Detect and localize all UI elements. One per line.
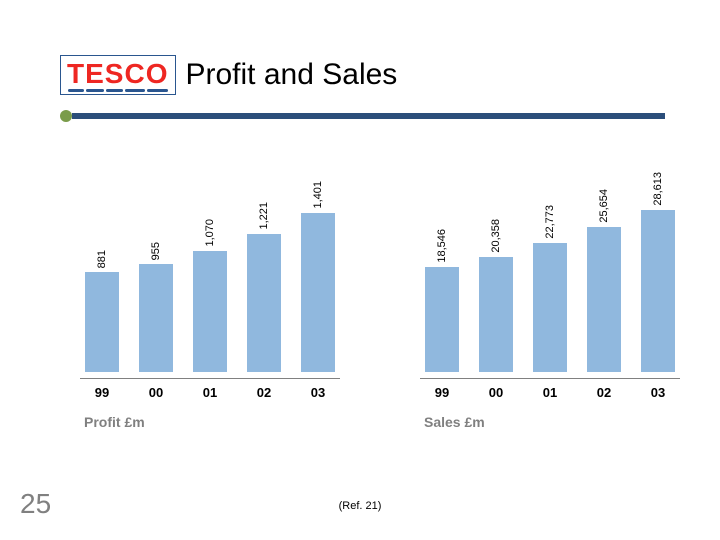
profit-bar [193,251,227,372]
profit-bar-wrap: 1,070 [188,219,232,372]
slide-title: Profit and Sales [186,58,398,92]
sales-xtick: 00 [474,385,518,400]
profit-chart-label: Profit £m [80,414,340,430]
sales-xaxis: 99 00 01 02 03 [420,378,680,400]
sales-bar-wrap: 20,358 [474,219,518,372]
sales-xtick: 01 [528,385,572,400]
divider-bullet-icon [60,110,72,122]
sales-xtick: 02 [582,385,626,400]
profit-bar [247,234,281,372]
profit-xtick: 02 [242,385,286,400]
sales-bar-value-label: 20,358 [490,219,502,253]
profit-xaxis: 99 00 01 02 03 [80,378,340,400]
sales-bar-wrap: 22,773 [528,205,572,372]
profit-xtick: 01 [188,385,232,400]
profit-bar-value-label: 1,221 [258,202,270,230]
profit-bar-value-label: 1,401 [312,181,324,209]
profit-xtick: 99 [80,385,124,400]
profit-plot: 881 955 1,070 1,221 1,401 [80,140,340,378]
profit-xtick: 03 [296,385,340,400]
sales-bar-wrap: 25,654 [582,189,626,372]
profit-bar-value-label: 1,070 [204,219,216,247]
sales-bar-value-label: 18,546 [436,229,448,263]
sales-bar-value-label: 22,773 [544,205,556,239]
profit-bar [139,264,173,372]
profit-bar [85,272,119,372]
divider-line [72,113,665,119]
sales-bar-wrap: 18,546 [420,229,464,372]
profit-xtick: 00 [134,385,178,400]
slide: TESCO Profit and Sales 881 955 1,070 1,221 1… [0,0,720,540]
tesco-logo-text: TESCO [67,58,169,90]
profit-bar-wrap: 955 [134,242,178,372]
sales-bar [533,243,567,372]
reference-note: (Ref. 21) [339,500,382,512]
profit-bar-value-label: 881 [96,250,108,268]
sales-bar [587,227,621,372]
sales-xtick: 99 [420,385,464,400]
sales-chart-label: Sales £m [420,414,680,430]
charts-area: 881 955 1,070 1,221 1,401 99 00 01 02 03 Profit … [80,140,680,430]
sales-plot: 18,546 20,358 22,773 25,654 28,613 [420,140,680,378]
sales-bar [425,267,459,372]
sales-chart: 18,546 20,358 22,773 25,654 28,613 99 00 01 02 0… [420,140,680,430]
sales-bar-value-label: 25,654 [598,189,610,223]
tesco-logo: TESCO [60,55,176,95]
profit-bar-wrap: 1,401 [296,181,340,372]
profit-bar-wrap: 1,221 [242,202,286,372]
sales-xtick: 03 [636,385,680,400]
profit-chart: 881 955 1,070 1,221 1,401 99 00 01 02 03 Profit … [80,140,340,430]
sales-bar-wrap: 28,613 [636,172,680,372]
sales-bar [479,257,513,372]
profit-bar [301,213,335,372]
title-divider [60,110,665,122]
profit-bar-wrap: 881 [80,250,124,372]
slide-header: TESCO Profit and Sales [60,55,660,95]
sales-bar-value-label: 28,613 [652,172,664,206]
sales-bar [641,210,675,372]
profit-bar-value-label: 955 [150,242,162,260]
slide-number: 25 [20,488,51,520]
